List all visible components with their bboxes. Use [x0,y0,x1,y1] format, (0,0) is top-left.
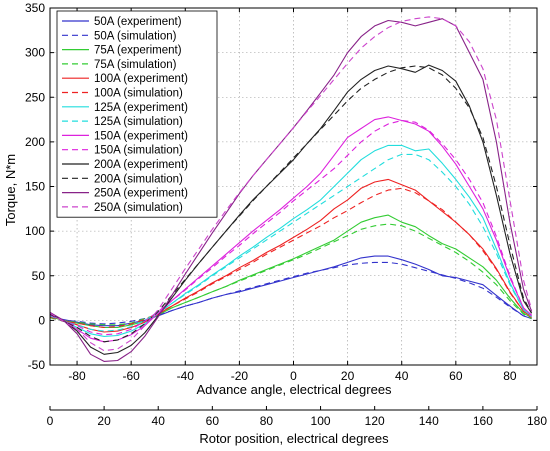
legend-box [56,10,218,218]
legend-entry: 125A (simulation) [94,116,183,128]
legend-entry: 100A (experiment) [94,73,188,85]
legend-entry: 75A (simulation) [94,59,177,71]
series-line-7 [49,153,532,332]
legend-entry: 125A (experiment) [94,102,188,114]
x-tick-label-advance: -80 [68,369,86,383]
x-tick-label-rotor: 160 [473,414,493,428]
y-tick-label: 50 [32,269,46,283]
x-axis-label-advance-angle: Advance angle, electrical degrees [196,382,392,397]
legend-entry: 150A (simulation) [94,145,183,157]
x-tick-label-advance: -20 [231,369,249,383]
y-tick-label: 350 [25,1,45,15]
series-line-2 [49,214,532,329]
legend-entry: 75A (experiment) [94,45,182,57]
x-tick-label-rotor: 120 [365,414,385,428]
legend-entry: 50A (simulation) [94,30,177,42]
y-axis-label: Torque, N*m [3,154,18,226]
x-tick-label-advance: 60 [449,369,463,383]
series-line-9 [49,119,532,336]
y-tick-label: 100 [25,224,45,238]
series-line-0 [49,255,532,327]
x-tick-label-advance: 40 [395,369,409,383]
series-line-3 [49,223,532,326]
legend-entry: 150A (experiment) [94,130,188,142]
x-tick-label-rotor: 80 [260,414,274,428]
x-tick-label-rotor: 0 [47,414,54,428]
legend: 50A (experiment) 50A (simulation) 75A (exp… [56,10,218,218]
series-line-1 [49,261,532,325]
series-line-13 [49,16,533,352]
y-tick-label: 300 [25,46,45,60]
legend-entry: 200A (experiment) [94,159,188,171]
x-tick-label-rotor: 180 [527,414,547,428]
y-tick-label: 250 [25,90,45,104]
y-tick-label: 150 [25,180,45,194]
x-tick-label-rotor: 140 [419,414,439,428]
series-line-11 [49,65,533,343]
x-tick-label-advance: 80 [503,369,517,383]
legend-entry: 50A (experiment) [94,16,182,28]
legend-entry: 250A (simulation) [94,202,183,214]
series-line-5 [49,187,532,329]
y-tick-label: -50 [28,358,46,372]
x-tick-label-rotor: 60 [206,414,220,428]
x-tick-label-rotor: 40 [152,414,166,428]
series-line-10 [49,64,533,355]
x-tick-label-advance: 0 [290,369,297,383]
legend-entry: 250A (experiment) [94,188,188,200]
x-tick-label-rotor: 100 [311,414,331,428]
y-tick-label: 200 [25,135,45,149]
x-tick-label-advance: -40 [177,369,195,383]
legend-entry: 100A (simulation) [94,88,183,100]
legend-entry: 200A (simulation) [94,173,183,185]
series-line-8 [49,116,532,343]
x-tick-label-advance: -60 [122,369,140,383]
x-axis-label-rotor-position: Rotor position, electrical degrees [199,431,389,446]
series-layer [49,16,533,362]
y-tick-label: 0 [38,313,45,327]
x-tick-label-rotor: 20 [97,414,111,428]
series-line-6 [49,144,532,337]
x-tick-label-advance: 20 [341,369,355,383]
